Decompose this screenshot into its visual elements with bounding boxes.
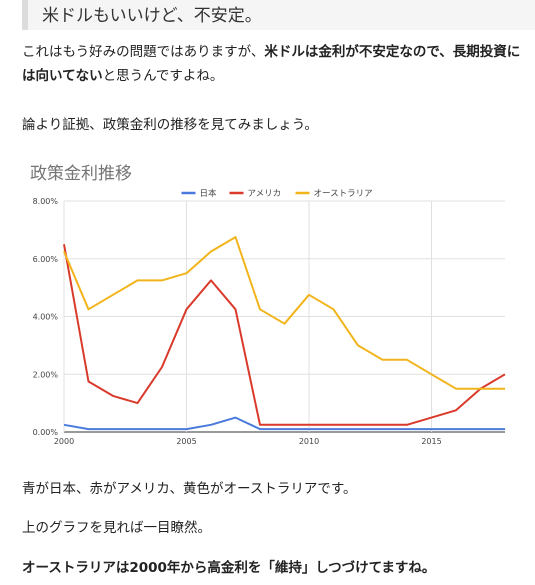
paragraph-evidence: 論より証拠、政策金利の推移を見てみましょう。 [22,117,318,133]
x-tick-label: 2010 [299,437,319,446]
paragraph-intro: これはもう好みの問題ではありますが、米ドルは金利が不安定なので、長期投資には向い… [22,40,522,88]
y-tick-label: 8.00% [33,197,59,206]
policy-rate-chart: 政策金利推移 日本 アメリカ オーストラリア 0.00% 2.00% 4.00% 6.00… [30,164,506,446]
y-tick-label: 2.00% [33,370,59,379]
paragraph-legend-explanation: 青が日本、赤がアメリカ、黄色がオーストラリアです。 [22,481,357,497]
series-line-2 [63,236,505,390]
australia-note-bold: オーストラリアは2000年から高金利を「維持」しつづけてますね。 [22,560,436,576]
intro-text-end: と思うんですよね。 [102,68,224,84]
series-line-0 [63,416,505,431]
y-tick-label: 4.00% [33,313,59,322]
chart-title: 政策金利推移 [30,164,132,184]
x-tick-label: 2005 [176,437,196,446]
intro-bold-text: 米ドルは金利が不安定なので、長期投資には向いてない [22,44,521,84]
paragraph-conclusion: 上のグラフを見れば一目瞭然。 [22,520,211,536]
chart-grid [63,200,505,433]
chart-series [63,236,506,431]
chart-legend: 日本 アメリカ オーストラリア [181,188,373,199]
section-heading-text: 米ドルもいいけど、不安定。 [42,6,262,26]
legend-label: 日本 [200,188,218,199]
intro-text: これはもう好みの問題ではありますが、 [22,44,265,60]
x-tick-label: 2000 [54,437,74,446]
x-tick-label: 2015 [421,437,441,446]
y-tick-label: 6.00% [33,255,59,264]
y-axis: 0.00% 2.00% 4.00% 6.00% 8.00% [33,197,59,437]
legend-label: アメリカ [248,189,282,199]
section-heading: 米ドルもいいけど、不安定。 [22,0,535,30]
y-tick-label: 0.00% [33,428,59,437]
series-line-1 [63,244,506,426]
legend-label: オーストラリア [314,189,373,199]
x-axis: 2000 2005 2010 2015 [54,437,442,446]
paragraph-australia-note: オーストラリアは2000年から高金利を「維持」しつづけてますね。 [22,556,435,580]
